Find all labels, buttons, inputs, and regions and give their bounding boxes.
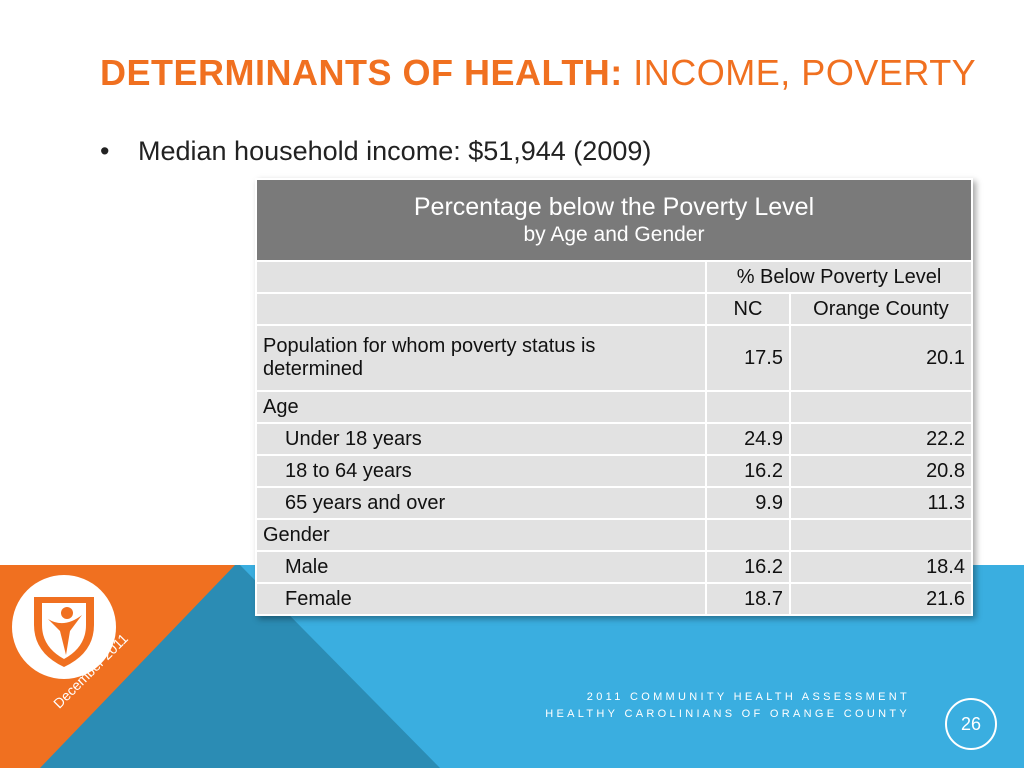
row-nc-value: 24.9 — [705, 422, 791, 456]
row-nc-value: 16.2 — [705, 550, 791, 584]
row-label: 65 years and over — [255, 486, 707, 520]
title-bold: DETERMINANTS OF HEALTH: — [100, 52, 623, 93]
column-header-row: NC Orange County — [255, 292, 973, 326]
bullet-text: Median household income: $51,944 (2009) — [138, 136, 652, 166]
logo-icon — [12, 575, 116, 679]
title-rest: INCOME, POVERTY — [622, 52, 977, 93]
footer-line2: HEALTHY CAROLINIANS OF ORANGE COUNTY — [545, 708, 910, 720]
row-county-value: 20.8 — [789, 454, 973, 488]
row-county-value: 18.4 — [789, 550, 973, 584]
table-row: Male 16.2 18.4 — [255, 550, 973, 584]
col-nc-header: NC — [705, 292, 791, 326]
table-title: Percentage below the Poverty Level by Ag… — [255, 178, 973, 262]
row-label: Female — [255, 582, 707, 616]
table-title-row: Percentage below the Poverty Level by Ag… — [255, 178, 973, 262]
row-nc-value: 18.7 — [705, 582, 791, 616]
table-row: Age — [255, 390, 973, 424]
row-nc-value: 16.2 — [705, 454, 791, 488]
row-county-value — [789, 518, 973, 552]
table-row: 18 to 64 years 16.2 20.8 — [255, 454, 973, 488]
group-header: % Below Poverty Level — [705, 260, 973, 294]
footer-line1: 2011 COMMUNITY HEALTH ASSESSMENT — [586, 691, 910, 703]
row-county-value: 11.3 — [789, 486, 973, 520]
bullet-item: • Median household income: $51,944 (2009) — [100, 136, 651, 167]
table-row: Female 18.7 21.6 — [255, 582, 973, 616]
table-title-line2: by Age and Gender — [523, 223, 705, 246]
page-number: 26 — [945, 698, 997, 750]
row-label: Male — [255, 550, 707, 584]
row-nc-value: 9.9 — [705, 486, 791, 520]
bullet-icon: • — [100, 136, 110, 166]
row-county-value: 20.1 — [789, 324, 973, 392]
row-nc-value: 17.5 — [705, 324, 791, 392]
row-county-value — [789, 390, 973, 424]
table-row: Under 18 years 24.9 22.2 — [255, 422, 973, 456]
group-header-row: % Below Poverty Level — [255, 260, 973, 294]
row-label: Age — [255, 390, 707, 424]
row-nc-value — [705, 390, 791, 424]
row-label: 18 to 64 years — [255, 454, 707, 488]
table-row: Gender — [255, 518, 973, 552]
slide-title: DETERMINANTS OF HEALTH: INCOME, POVERTY — [100, 52, 976, 94]
row-label: Population for whom poverty status is de… — [255, 324, 707, 392]
row-county-value: 21.6 — [789, 582, 973, 616]
table-row: 65 years and over 9.9 11.3 — [255, 486, 973, 520]
row-label: Under 18 years — [255, 422, 707, 456]
poverty-table: Percentage below the Poverty Level by Ag… — [255, 178, 973, 616]
table-row: Population for whom poverty status is de… — [255, 324, 973, 392]
col-county-header: Orange County — [789, 292, 973, 326]
footer-text: 2011 COMMUNITY HEALTH ASSESSMENT HEALTHY… — [545, 689, 910, 723]
row-label: Gender — [255, 518, 707, 552]
row-nc-value — [705, 518, 791, 552]
row-county-value: 22.2 — [789, 422, 973, 456]
table-title-line1: Percentage below the Poverty Level — [413, 193, 815, 221]
